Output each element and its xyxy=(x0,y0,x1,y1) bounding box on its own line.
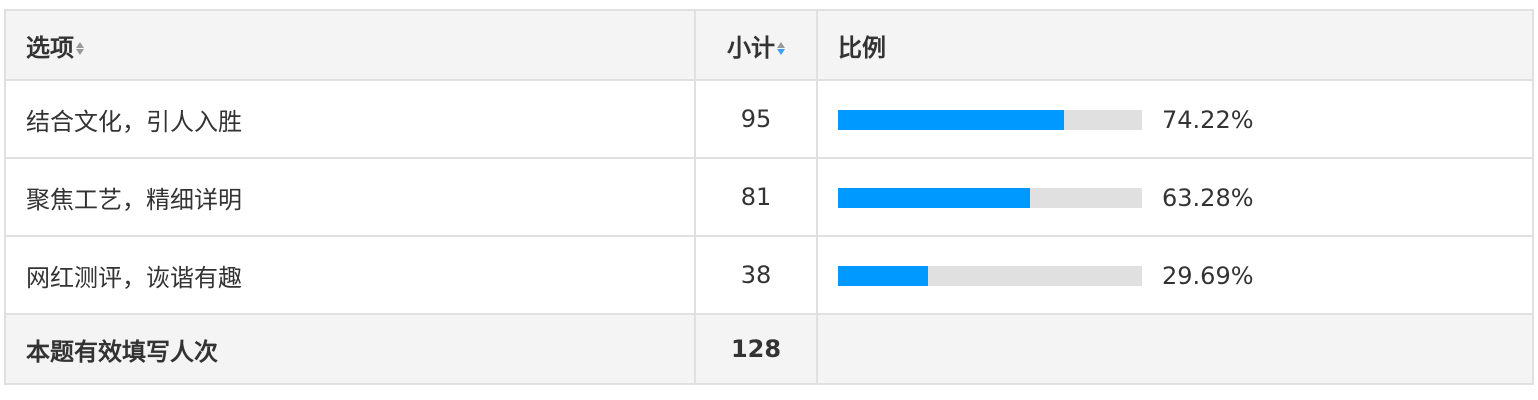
progress-fill xyxy=(838,187,1031,208)
header-row: 选项 小计 比例 xyxy=(4,9,1534,81)
option-label: 聚焦工艺，精细详明 xyxy=(4,157,696,237)
ratio-cell: 74.22% xyxy=(816,79,1534,159)
sort-icon[interactable] xyxy=(777,41,785,56)
footer-total: 128 xyxy=(694,313,818,385)
percent-value: 29.69% xyxy=(1162,261,1254,290)
ratio-cell: 29.69% xyxy=(816,235,1534,315)
option-label: 结合文化，引人入胜 xyxy=(4,79,696,159)
footer-row: 本题有效填写人次 128 xyxy=(4,313,1534,385)
header-count[interactable]: 小计 xyxy=(694,9,818,81)
sort-icon[interactable] xyxy=(76,41,84,56)
count-value: 81 xyxy=(694,157,818,237)
percent-value: 63.28% xyxy=(1162,183,1254,212)
table-row: 网红测评，诙谐有趣 38 29.69% xyxy=(4,235,1534,315)
progress-fill xyxy=(838,109,1064,130)
option-label: 网红测评，诙谐有趣 xyxy=(4,235,696,315)
table-row: 结合文化，引人入胜 95 74.22% xyxy=(4,79,1534,159)
progress-bar xyxy=(838,109,1142,130)
ratio-cell: 63.28% xyxy=(816,157,1534,237)
header-ratio: 比例 xyxy=(816,9,1534,81)
footer-label: 本题有效填写人次 xyxy=(4,313,696,385)
header-option[interactable]: 选项 xyxy=(4,9,696,81)
percent-value: 74.22% xyxy=(1162,105,1254,134)
progress-bar xyxy=(838,187,1142,208)
count-value: 95 xyxy=(694,79,818,159)
footer-empty xyxy=(816,313,1534,385)
progress-bar xyxy=(838,265,1142,286)
count-value: 38 xyxy=(694,235,818,315)
results-table: 选项 小计 比例 结合文化，引人入胜 95 74.22% 聚焦工艺，精细详明 81… xyxy=(4,9,1534,385)
table-row: 聚焦工艺，精细详明 81 63.28% xyxy=(4,157,1534,237)
progress-fill xyxy=(838,265,929,286)
